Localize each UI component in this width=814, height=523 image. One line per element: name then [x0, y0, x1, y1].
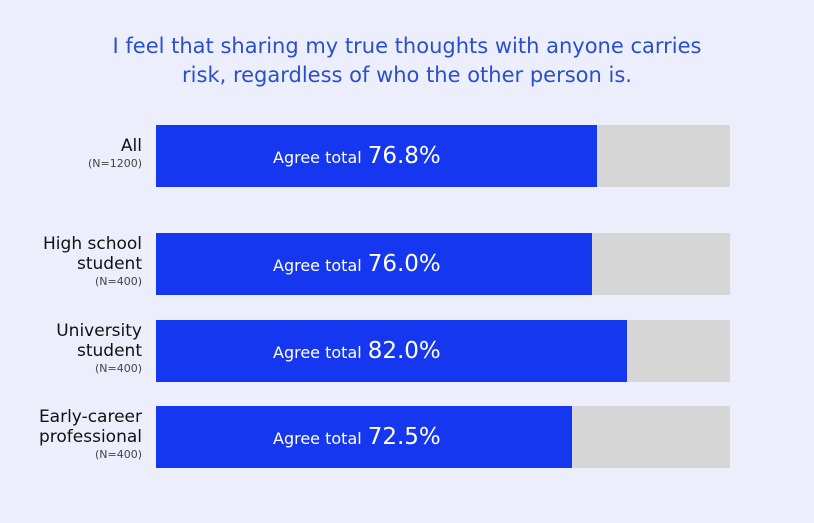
bar: [156, 406, 573, 468]
bar-label: Agree total 82.0%: [273, 320, 441, 382]
sample-size: (N=400): [94, 448, 142, 461]
bar-label-text: Agree total: [273, 429, 362, 448]
bar: [156, 320, 627, 382]
category-name: University student: [56, 321, 142, 361]
value-label: 82.0%: [367, 338, 441, 364]
chart-title: I feel that sharing my true thoughts wit…: [112, 34, 702, 87]
category-label: All (N=1200): [0, 136, 142, 172]
category-name: All: [120, 136, 142, 156]
bar: [156, 125, 597, 187]
value-label: 76.8%: [367, 143, 441, 169]
bar-label: Agree total 76.8%: [273, 125, 441, 187]
bar-label-text: Agree total: [273, 148, 362, 167]
value-label: 76.0%: [367, 251, 441, 277]
bar-label-text: Agree total: [273, 256, 362, 275]
bar-label: Agree total 72.5%: [273, 406, 441, 468]
sample-size: (N=400): [94, 275, 142, 288]
value-label: 72.5%: [367, 424, 441, 450]
bar-label: Agree total 76.0%: [273, 233, 441, 295]
category-label: High school student (N=400): [0, 234, 142, 290]
bar-label-text: Agree total: [273, 343, 362, 362]
bar: [156, 233, 593, 295]
sample-size: (N=400): [94, 362, 142, 375]
category-label: University student (N=400): [0, 321, 142, 377]
category-name: High school student: [43, 234, 142, 274]
category-label: Early-career professional (N=400): [0, 407, 142, 463]
category-name: Early-career professional: [38, 407, 142, 447]
sample-size: (N=1200): [87, 157, 142, 170]
